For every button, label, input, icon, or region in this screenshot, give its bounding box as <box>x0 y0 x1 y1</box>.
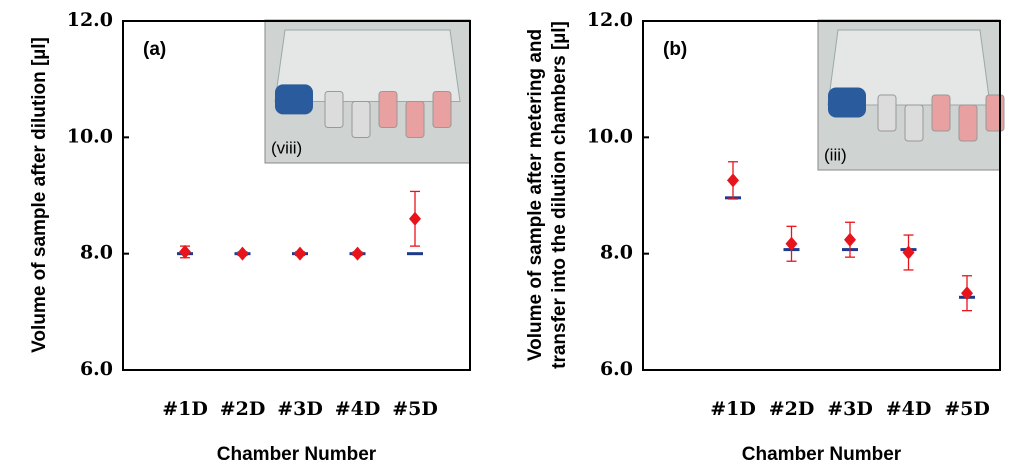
inset-blue <box>828 88 866 118</box>
inset-chamber <box>905 105 923 141</box>
inset-chamber <box>932 95 950 131</box>
x-tick-label: #5D <box>392 398 438 420</box>
measured-point <box>352 247 364 261</box>
measured-point <box>727 173 739 187</box>
x-axis-label: Chamber Number <box>217 444 377 465</box>
y-tick-label: 10.0 <box>67 125 113 147</box>
y-axis-label: Volume of sample after dilution [µl] <box>29 37 50 353</box>
inset-blue <box>275 84 313 114</box>
inset-chamber <box>433 92 451 128</box>
measured-point <box>294 247 306 261</box>
inset-chamber <box>986 95 1004 131</box>
y-axis-label: Volume of sample after metering and <box>525 29 546 361</box>
y-tick-label: 12.0 <box>67 9 113 31</box>
inset-label: (viii) <box>271 138 302 157</box>
x-tick-label: #2D <box>769 398 815 420</box>
inset-chamber <box>352 102 370 138</box>
measured-point <box>179 245 191 259</box>
measured-point <box>237 247 249 261</box>
x-tick-label: #1D <box>710 398 756 420</box>
inset-chamber <box>379 92 397 128</box>
panel-label: (b) <box>663 39 687 60</box>
x-tick-label: #5D <box>944 398 990 420</box>
y-tick-label: 12.0 <box>587 9 633 31</box>
y-tick-label: 6.0 <box>80 358 113 380</box>
measured-point <box>903 246 915 260</box>
inset-label: (iii) <box>824 145 847 164</box>
y-tick-label: 8.0 <box>80 242 113 264</box>
x-tick-label: #1D <box>162 398 208 420</box>
y-tick-label: 8.0 <box>600 242 633 264</box>
measured-point <box>409 212 421 226</box>
x-tick-label: #2D <box>220 398 266 420</box>
x-tick-label: #4D <box>335 398 381 420</box>
y-tick-label: 10.0 <box>587 125 633 147</box>
y-axis-label: transfer into the dilution chambers [µl] <box>549 21 570 369</box>
x-tick-label: #3D <box>277 398 323 420</box>
panel-label: (a) <box>143 39 166 60</box>
inset-chamber <box>325 92 343 128</box>
x-tick-label: #3D <box>827 398 873 420</box>
x-axis-label: Chamber Number <box>742 444 902 465</box>
x-tick-label: #4D <box>886 398 932 420</box>
inset-chamber <box>406 102 424 138</box>
measured-point <box>844 233 856 247</box>
inset-chamber <box>959 105 977 141</box>
figure: (viii) 6.0 8.0 10.0 12.0 #1D #2D #3D #4D #5D (a) Ch… <box>0 0 1030 465</box>
inset-chamber <box>878 95 896 131</box>
y-tick-label: 6.0 <box>600 358 633 380</box>
